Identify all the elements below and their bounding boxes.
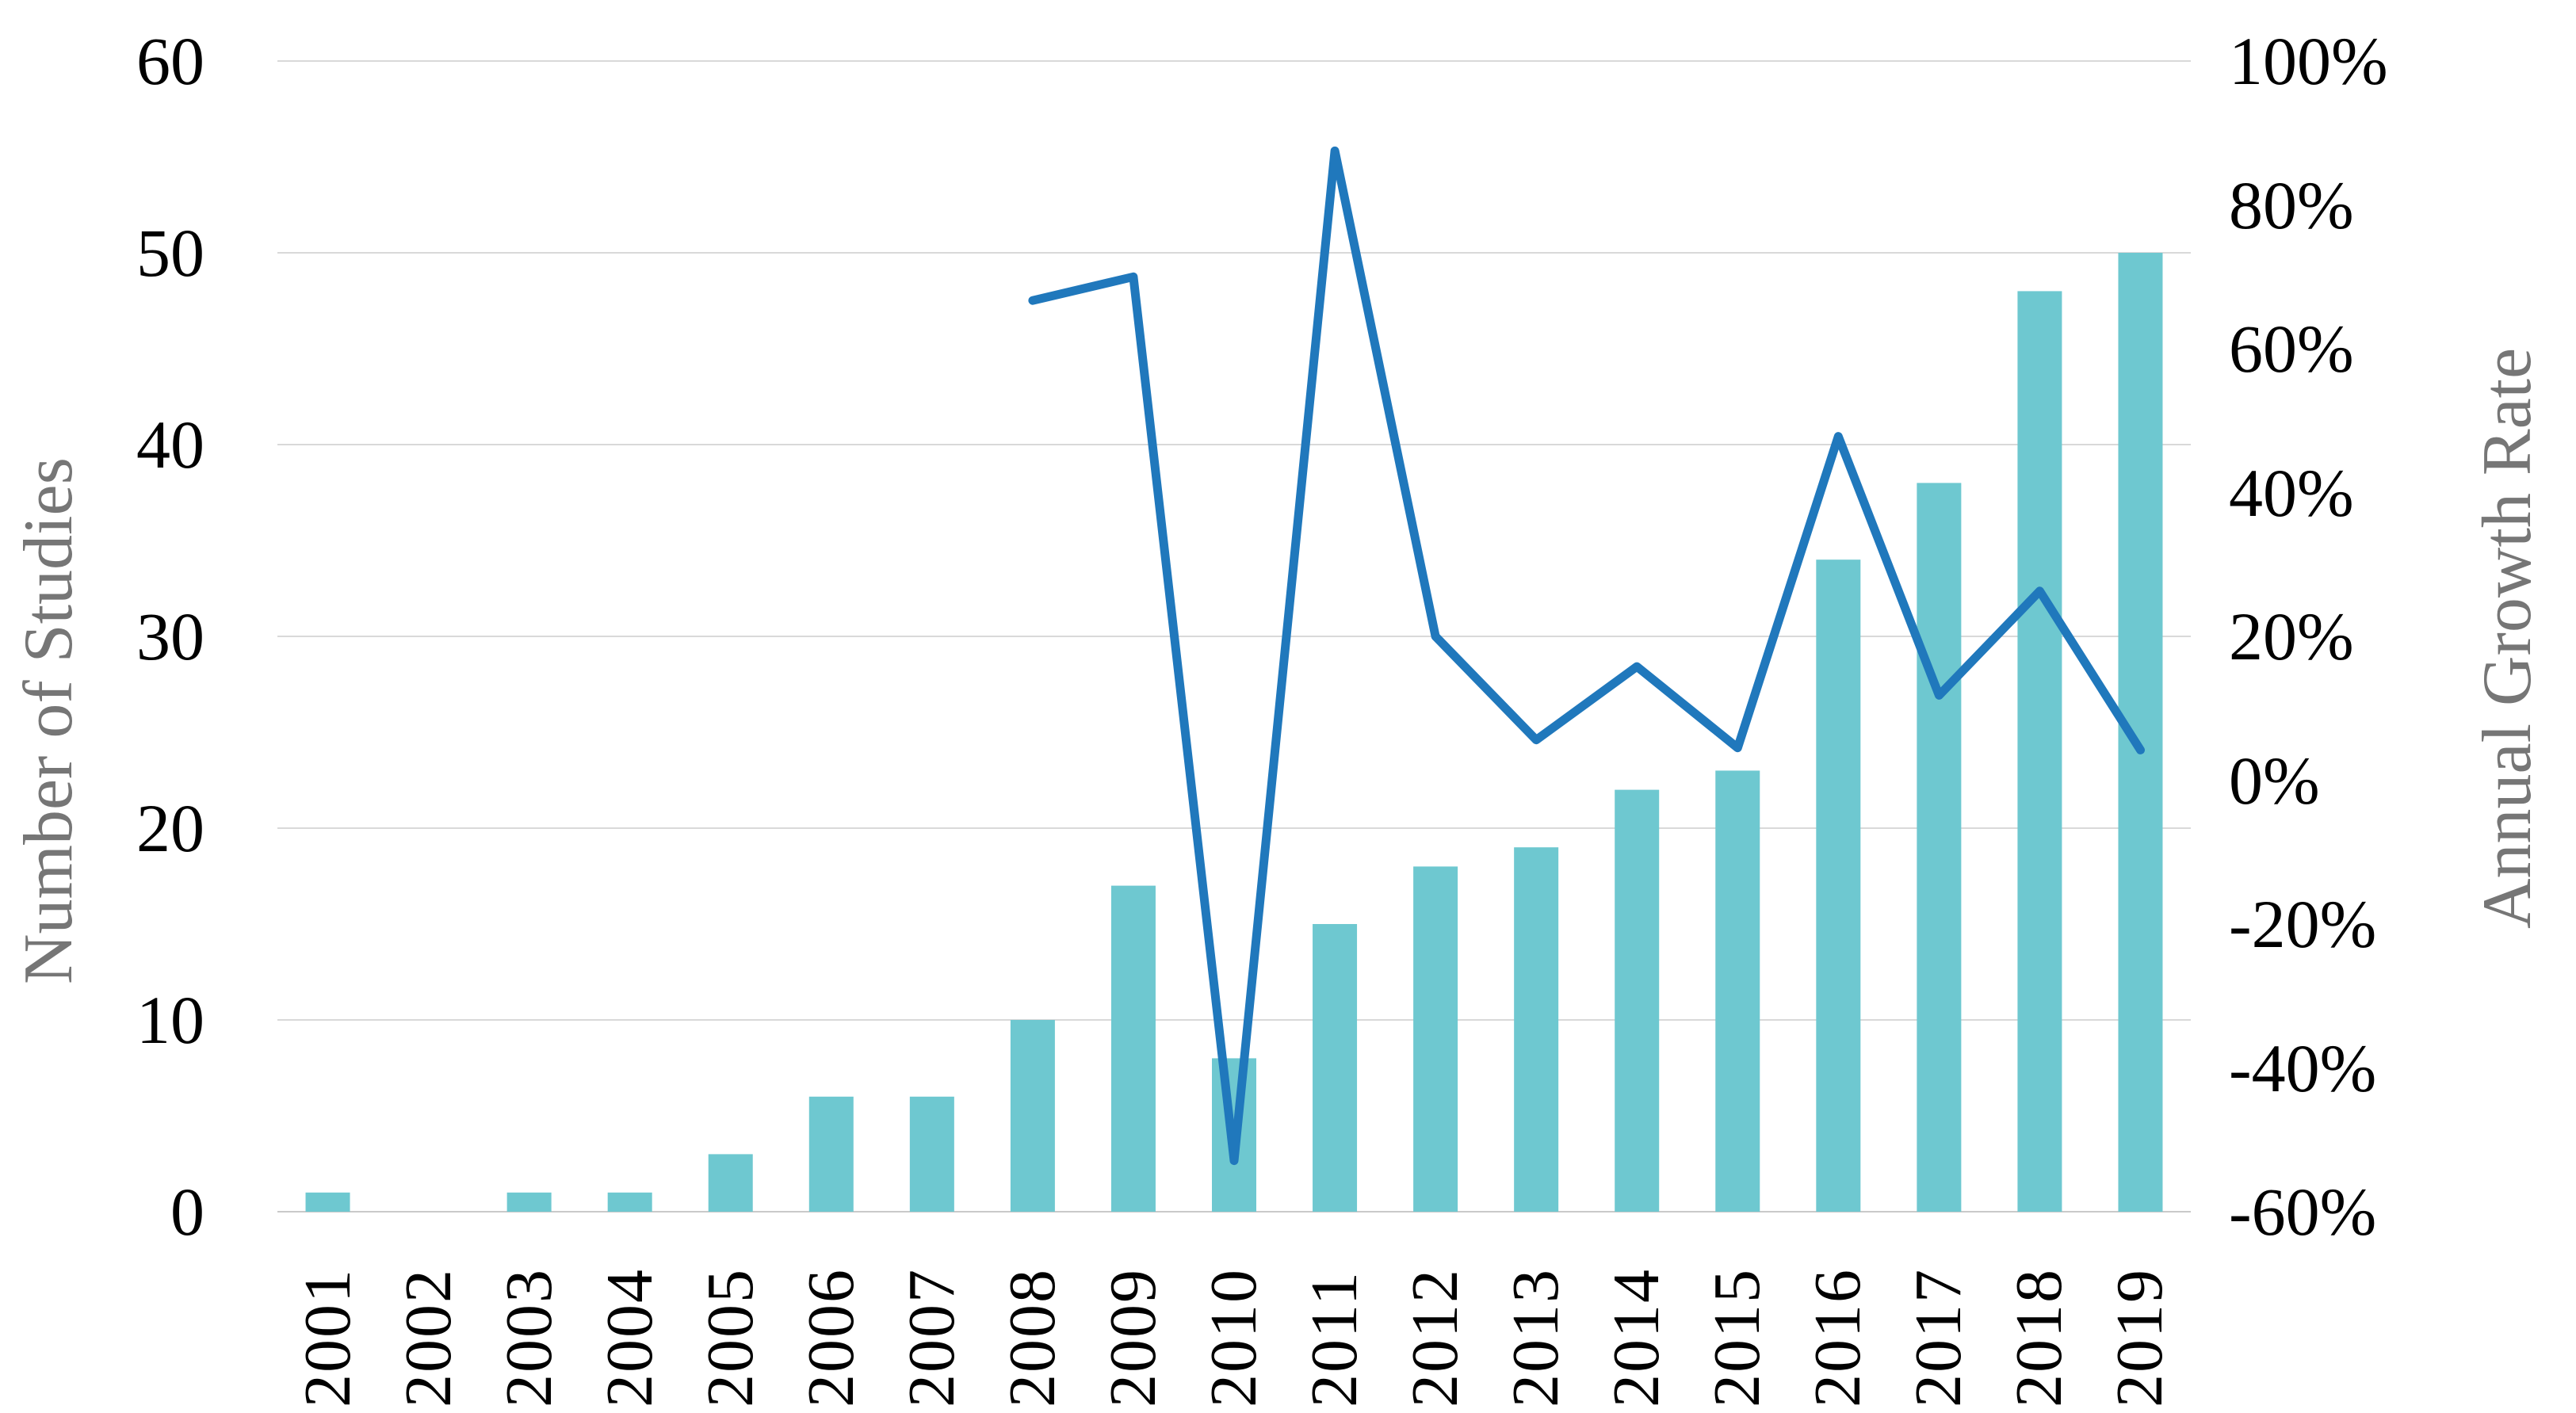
right-tick-label: 0% [2229,742,2320,819]
x-tick-label: 2012 [1398,1268,1473,1407]
bar-2007 [909,1096,954,1212]
bar-2014 [1615,789,1660,1212]
x-tick-label: 2009 [1095,1268,1170,1407]
x-tick-label: 2005 [693,1268,767,1407]
x-tick-label: 2011 [1298,1270,1372,1407]
left-tick-label: 50 [136,215,204,291]
bar-2011 [1313,924,1358,1212]
x-tick-label: 2002 [391,1268,465,1407]
bar-2008 [1010,1020,1055,1212]
x-tick-label: 2016 [1801,1268,1875,1407]
x-tick-label: 2018 [2002,1268,2077,1407]
left-tick-label: 60 [136,23,204,99]
right-tick-label: 80% [2229,166,2354,243]
x-tick-label: 2006 [793,1268,868,1407]
x-tick-label: 2001 [290,1268,365,1407]
right-tick-label: 20% [2229,598,2354,674]
bar-2004 [607,1192,652,1212]
right-tick-label: 60% [2229,311,2354,387]
bar-2005 [708,1154,753,1212]
right-tick-label: -40% [2229,1029,2377,1106]
bar-2016 [1816,559,1861,1212]
left-tick-label: 10 [136,982,204,1058]
right-tick-label: 100% [2229,23,2388,99]
x-tick-label: 2004 [592,1268,667,1407]
bar-2013 [1514,847,1559,1212]
right-tick-label: -60% [2229,1174,2377,1250]
bar-2015 [1715,770,1760,1212]
bar-2012 [1413,866,1458,1212]
left-tick-label: 20 [136,790,204,866]
growth-rate-line [1028,146,2145,1166]
x-tick-label: 2010 [1197,1268,1271,1407]
x-tick-label: 2007 [894,1268,969,1407]
x-tick-label: 2003 [491,1268,566,1407]
left-tick-label: 30 [136,598,204,674]
left-tick-label: 40 [136,407,204,483]
bar-2018 [2017,291,2062,1212]
x-tick-label: 2013 [1499,1268,1573,1407]
bar-2006 [808,1096,854,1212]
x-tick-label: 2015 [1700,1268,1775,1407]
left-tick-label: 0 [170,1174,204,1250]
bar-2009 [1110,885,1156,1212]
x-tick-label: 2008 [995,1268,1069,1407]
x-tick-label: 2017 [1901,1268,1976,1407]
right-tick-label: 40% [2229,454,2354,531]
bar-2003 [506,1192,552,1212]
bar-2017 [1917,483,1962,1212]
bar-2001 [305,1192,350,1212]
x-tick-label: 2019 [2103,1268,2177,1407]
x-tick-label: 2014 [1599,1268,1674,1407]
right-tick-label: -20% [2229,886,2377,962]
